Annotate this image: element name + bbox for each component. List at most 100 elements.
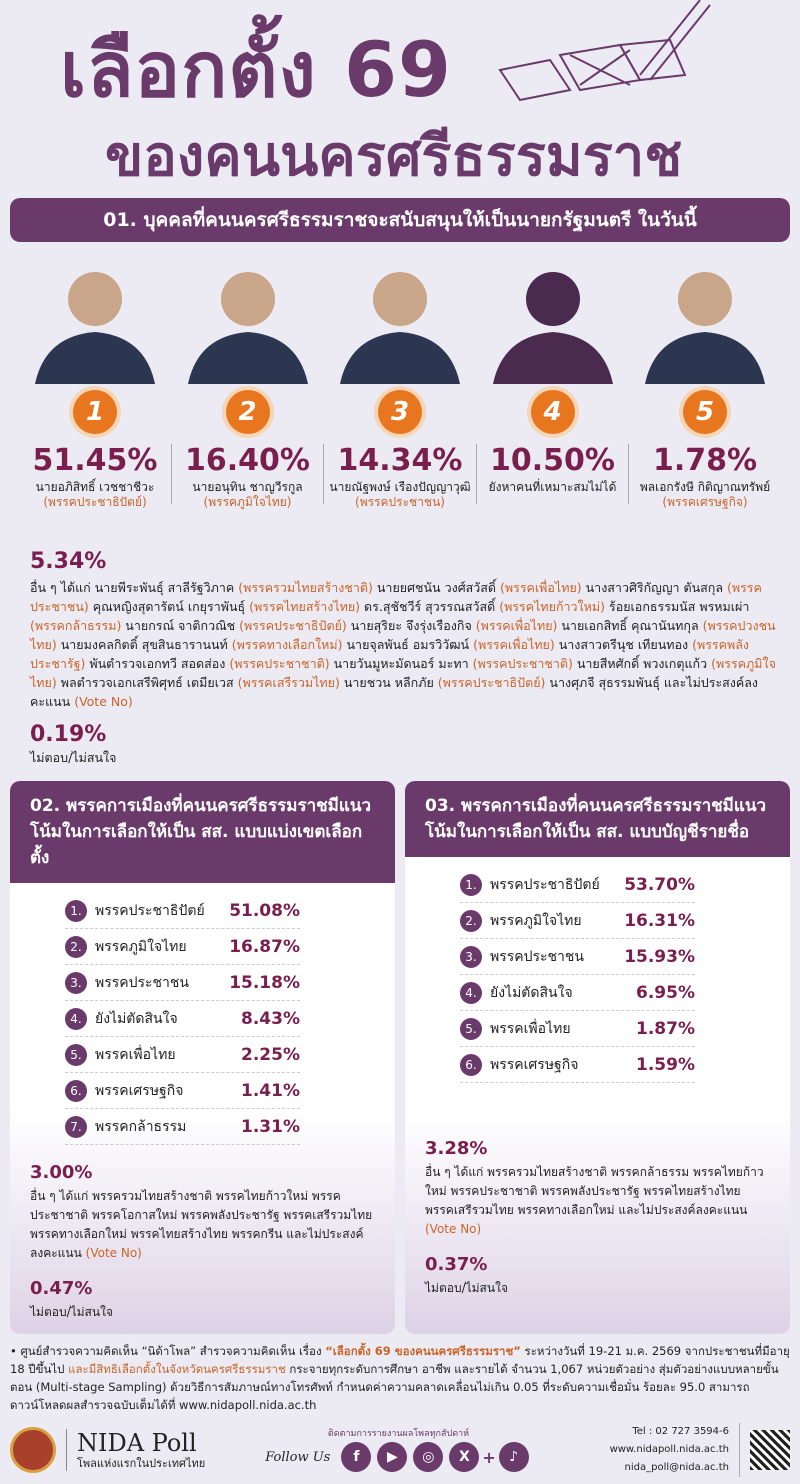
- person-name: พลตำรวจเอกเสรีพิศุทธ์ เตมียเวส: [56, 675, 238, 690]
- qr-code[interactable]: [750, 1430, 790, 1470]
- candidate-card: 2 16.40% นายอนุทิน ชาญวีรกูล (พรรคภูมิใจ…: [173, 254, 323, 510]
- candidate-pct: 10.50%: [490, 443, 615, 478]
- candidate-name: ยังหาคนที่เหมาะสมไม่ได้: [488, 480, 617, 494]
- person-name: อื่น ๆ ได้แก่ นายพีระพันธุ์ สาลีรัฐวิภาค: [30, 580, 239, 595]
- candidate-party: (พรรคเศรษฐกิจ): [662, 495, 748, 509]
- rank-number: 3.: [65, 971, 87, 994]
- party-pct: 6.95%: [636, 982, 695, 1003]
- party-label: ยังไม่ตัดสินใจ: [490, 984, 573, 1001]
- party-label: พรรคประชาชน: [490, 948, 584, 965]
- party-label: พรรคเศรษฐกิจ: [490, 1056, 579, 1073]
- brand-tagline: โพลแห่งแรกในประเทศไทย: [77, 1457, 206, 1470]
- instagram-icon[interactable]: ◎: [413, 1442, 444, 1472]
- ranking-row: 1. พรรคประชาธิปัตย์ 51.08%: [65, 893, 300, 929]
- ranking-row: 5. พรรคเพื่อไทย 2.25%: [65, 1037, 300, 1073]
- party-pct: 1.41%: [241, 1080, 300, 1101]
- q1-noanswer-pct: 0.19%: [30, 722, 107, 747]
- party-label: พรรคเศรษฐกิจ: [95, 1082, 184, 1099]
- party-pct: 16.31%: [624, 910, 695, 931]
- party-pct: 15.93%: [624, 946, 695, 967]
- noanswer-label: ไม่ตอบ/ไม่สนใจ: [425, 1281, 508, 1295]
- follow-caption: ติดตามการรายงานผลโพลทุกสัปดาห์: [327, 1429, 470, 1439]
- party-name: (พรรคกล้าธรรม): [30, 618, 122, 633]
- rank-number: 7.: [65, 1115, 87, 1138]
- person-name: นายกรณ์ จาติกวณิช: [121, 618, 240, 633]
- party-label: พรรคกล้าธรรม: [95, 1118, 187, 1135]
- candidate-card: 4 10.50% ยังหาคนที่เหมาะสมไม่ได้: [478, 254, 628, 510]
- title-line1: เลือกตั้ง 69: [60, 25, 452, 114]
- candidate-name: นายอนุทิน ชาญวีรกูล: [192, 480, 303, 494]
- noanswer-pct: 0.37%: [425, 1254, 488, 1275]
- q1-others-block: 5.34% อื่น ๆ ได้แก่ นายพีระพันธุ์ สาลีรั…: [0, 548, 800, 767]
- party-label: พรรคภูมิใจไทย: [95, 938, 187, 955]
- person-name: นายชวน หลีกภัย: [339, 675, 438, 690]
- person-name: คุณหญิงสุดารัตน์ เกยุราพันธุ์: [88, 599, 250, 614]
- lower-section: 5.34% อื่น ๆ ได้แก่ นายพีระพันธุ์ สาลีรั…: [0, 548, 800, 1484]
- candidate-card: 5 1.78% พลเอกรังษี กิติญาณทรัพย์ (พรรคเศ…: [630, 254, 780, 510]
- person-name: พันตำรวจเอกทวี สอดส่อง: [85, 656, 230, 671]
- person-name: ร้อยเอกธรรมนัส พรหมเผ่า: [605, 599, 750, 614]
- q2-panel: 02. พรรคการเมืองที่คนนครศรีธรรมราชมีแนวโ…: [10, 781, 395, 1334]
- x-icon[interactable]: X: [449, 1442, 480, 1472]
- rank-badge: 2: [225, 390, 270, 434]
- ranking-row: 6. พรรคเศรษฐกิจ 1.59%: [460, 1047, 695, 1083]
- footer: NIDA Poll โพลแห่งแรกในประเทศไทย ติดตามกา…: [10, 1420, 790, 1480]
- q1-others-pct: 5.34%: [30, 549, 107, 574]
- ranking-row: 1. พรรคประชาธิปัตย์ 53.70%: [460, 867, 695, 903]
- party-label: พรรคเพื่อไทย: [490, 1020, 571, 1037]
- party-name: (พรรคประชาธิปัตย์): [437, 675, 546, 690]
- q3-heading: 03. พรรคการเมืองที่คนนครศรีธรรมราชมีแนวโ…: [405, 781, 790, 857]
- ranking-row: 3. พรรคประชาชน 15.93%: [460, 939, 695, 975]
- rank-badge: 3: [378, 390, 422, 434]
- candidate-pct: 51.45%: [32, 443, 158, 478]
- candidate-card: 3 14.34% นายณัฐพงษ์ เรืองปัญญาวุฒิ (พรรค…: [325, 254, 475, 510]
- q3-panel: 03. พรรคการเมืองที่คนนครศรีธรรมราชมีแนวโ…: [405, 781, 790, 1334]
- party-name: (พรรคเพื่อไทย): [500, 580, 582, 595]
- q1-noanswer-label: ไม่ตอบ/ไม่สนใจ: [30, 750, 117, 765]
- party-name: (พรรคประชาธิปัตย์): [239, 618, 347, 633]
- party-label: พรรคเพื่อไทย: [95, 1046, 176, 1063]
- facebook-icon[interactable]: f: [341, 1442, 372, 1472]
- youtube-icon[interactable]: ▶: [377, 1442, 408, 1472]
- rank-badge: 5: [683, 390, 727, 434]
- divider: [475, 444, 477, 504]
- ranking-row: 3. พรรคประชาชน 15.18%: [65, 965, 300, 1001]
- candidate-photo: [478, 254, 628, 384]
- person-name: นางสาวศิริกัญญา ตันสกุล: [581, 580, 727, 595]
- website-link[interactable]: www.nidapoll.nida.ac.th: [609, 1444, 729, 1455]
- rank-number: 4.: [65, 1007, 87, 1030]
- candidate-photo: [20, 254, 170, 384]
- candidate-name: พลเอกรังษี กิติญาณทรัพย์: [639, 480, 771, 494]
- party-name: (พรรคเสรีรวมไทย): [237, 675, 340, 690]
- candidate-photo: [173, 254, 323, 384]
- divider: [628, 444, 630, 504]
- ballot-pencil-icon: [498, 0, 711, 102]
- person-name: นายสีหศักดิ์ พวงเกตุแก้ว: [572, 656, 712, 671]
- nida-seal-logo: [10, 1427, 56, 1473]
- email-link[interactable]: nida_poll@nida.ac.th: [624, 1462, 729, 1473]
- divider: [170, 444, 172, 504]
- party-pct: 2.25%: [241, 1044, 300, 1065]
- person-name: นายเอกสิทธิ์ คุณานันทกุล: [557, 618, 703, 633]
- divider: [323, 444, 325, 504]
- party-label: พรรคประชาชน: [95, 974, 189, 991]
- q2-heading: 02. พรรคการเมืองที่คนนครศรีธรรมราชมีแนวโ…: [10, 781, 395, 883]
- party-pct: 51.08%: [229, 900, 300, 921]
- rank-number: 2.: [460, 909, 482, 932]
- ranking-row: 2. พรรคภูมิใจไทย 16.87%: [65, 929, 300, 965]
- rank-number: 5.: [65, 1043, 87, 1066]
- tiktok-icon[interactable]: ♪: [498, 1442, 529, 1472]
- others-pct: 3.00%: [30, 1162, 93, 1183]
- q1-heading: 01. บุคคลที่คนนครศรีธรรมราชจะสนับสนุนให้…: [10, 198, 790, 242]
- ranking-row: 5. พรรคเพื่อไทย 1.87%: [460, 1011, 695, 1047]
- others-text: อื่น ๆ ได้แก่ พรรครวมไทยสร้างชาติ พรรคไท…: [30, 1189, 373, 1260]
- party-name: (พรรคประชาชน): [30, 580, 762, 614]
- candidate-party: (พรรคประชาธิปัตย์): [43, 495, 147, 509]
- party-pct: 1.59%: [636, 1054, 695, 1075]
- party-name: (พรรคไทยก้าวใหม่): [499, 599, 606, 614]
- ranking-row: 6. พรรคเศรษฐกิจ 1.41%: [65, 1073, 300, 1109]
- rank-number: 5.: [460, 1017, 482, 1040]
- phone-number: Tel : 02 727 3594-6: [632, 1426, 729, 1437]
- title-line2: ของคนนครศรีธรรมราช: [105, 124, 683, 189]
- party-name: (พรรคประชาชาติ): [229, 656, 330, 671]
